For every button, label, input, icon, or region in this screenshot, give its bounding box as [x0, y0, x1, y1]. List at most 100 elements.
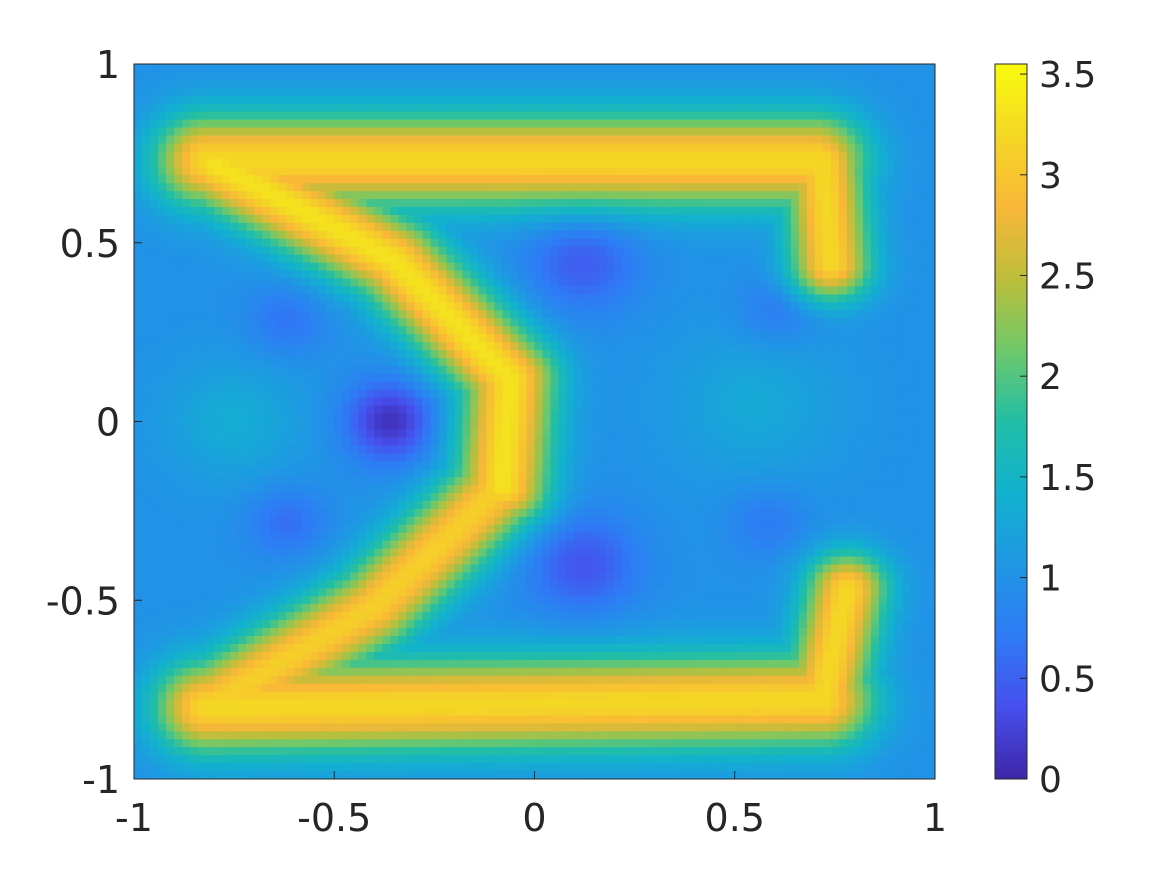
heatmap-cell — [662, 413, 672, 423]
heatmap-cell — [710, 334, 720, 343]
heatmap-cell — [270, 429, 279, 438]
heatmap-cell — [470, 127, 480, 137]
heatmap-cell — [502, 429, 512, 438]
heatmap-cell — [886, 381, 896, 391]
heatmap-cell — [166, 262, 175, 272]
heatmap-cell — [718, 127, 728, 137]
heatmap-cell — [358, 214, 367, 224]
heatmap-cell — [710, 151, 720, 160]
heatmap-cell — [158, 286, 167, 295]
heatmap-cell — [718, 278, 728, 288]
heatmap-cell — [390, 445, 399, 454]
heatmap-cell — [230, 64, 239, 73]
heatmap-cell — [630, 87, 640, 97]
heatmap-cell — [358, 294, 367, 303]
heatmap-cell — [382, 334, 391, 343]
heatmap-cell — [654, 437, 664, 446]
heatmap-cell — [790, 103, 800, 113]
heatmap-cell — [270, 294, 279, 303]
heatmap-cell — [350, 238, 359, 248]
heatmap-cell — [310, 262, 319, 272]
heatmap-cell — [862, 111, 872, 121]
heatmap-cell — [646, 64, 656, 73]
heatmap-cell — [550, 167, 560, 176]
heatmap-cell — [614, 286, 624, 295]
heatmap-cell — [374, 350, 383, 359]
heatmap-cell — [214, 79, 223, 89]
heatmap-cell — [654, 79, 664, 89]
heatmap-cell — [270, 254, 279, 264]
heatmap-cell — [894, 95, 904, 105]
heatmap-cell — [430, 453, 439, 462]
heatmap-cell — [494, 405, 504, 415]
heatmap-cell — [654, 119, 664, 129]
heatmap-cell — [454, 71, 464, 81]
heatmap-cell — [550, 159, 560, 168]
heatmap-cell — [238, 183, 247, 192]
heatmap-cell — [150, 95, 159, 105]
heatmap-cell — [774, 334, 784, 343]
heatmap-cell — [742, 350, 752, 359]
heatmap-cell — [406, 103, 415, 113]
heatmap-cell — [302, 183, 311, 192]
heatmap-cell — [662, 111, 672, 121]
heatmap-cell — [294, 445, 303, 454]
heatmap-cell — [398, 421, 407, 431]
heatmap-cell — [846, 119, 856, 129]
heatmap-cell — [398, 262, 407, 272]
heatmap-cell — [726, 270, 736, 280]
heatmap-cell — [758, 103, 768, 113]
heatmap-cell — [814, 357, 824, 367]
heatmap-cell — [854, 350, 864, 359]
heatmap-cell — [150, 79, 159, 89]
heatmap-cell — [910, 95, 920, 105]
heatmap-cell — [254, 342, 263, 351]
heatmap-cell — [174, 302, 183, 311]
heatmap-cell — [686, 326, 696, 335]
heatmap-cell — [478, 183, 488, 192]
heatmap-cell — [806, 135, 816, 145]
heatmap-cell — [478, 214, 488, 224]
heatmap-cell — [174, 167, 183, 176]
heatmap-cell — [910, 191, 920, 200]
heatmap-cell — [374, 254, 383, 264]
heatmap-cell — [702, 302, 712, 311]
heatmap-cell — [294, 357, 303, 367]
heatmap-cell — [542, 87, 552, 97]
heatmap-cell — [534, 373, 544, 383]
heatmap-cell — [582, 191, 592, 200]
heatmap-cell — [286, 79, 295, 89]
heatmap-cell — [542, 405, 552, 415]
heatmap-cell — [214, 286, 223, 295]
heatmap-cell — [414, 326, 423, 335]
heatmap-cell — [566, 365, 576, 375]
heatmap-cell — [286, 175, 295, 184]
heatmap-cell — [334, 437, 343, 446]
heatmap-cell — [542, 135, 552, 145]
heatmap-cell — [566, 262, 576, 272]
heatmap-cell — [222, 381, 231, 391]
heatmap-cell — [558, 334, 568, 343]
heatmap-cell — [174, 135, 183, 145]
heatmap-cell — [334, 183, 343, 192]
heatmap-cell — [718, 167, 728, 176]
heatmap-cell — [846, 207, 856, 216]
heatmap-cell — [782, 246, 792, 256]
heatmap-cell — [822, 214, 832, 224]
heatmap-cell — [646, 310, 656, 319]
heatmap-cell — [638, 421, 648, 431]
heatmap-cell — [686, 87, 696, 97]
heatmap-cell — [758, 207, 768, 216]
heatmap-cell — [518, 405, 528, 415]
heatmap-cell — [830, 445, 840, 454]
heatmap-cell — [622, 270, 632, 280]
heatmap-cell — [678, 135, 688, 145]
heatmap-cell — [518, 318, 528, 327]
heatmap-cell — [726, 286, 736, 295]
heatmap-cell — [710, 135, 720, 145]
heatmap-cell — [166, 64, 175, 73]
heatmap-cell — [342, 214, 351, 224]
heatmap-cell — [702, 111, 712, 121]
heatmap-cell — [694, 413, 704, 423]
heatmap-cell — [750, 143, 760, 152]
